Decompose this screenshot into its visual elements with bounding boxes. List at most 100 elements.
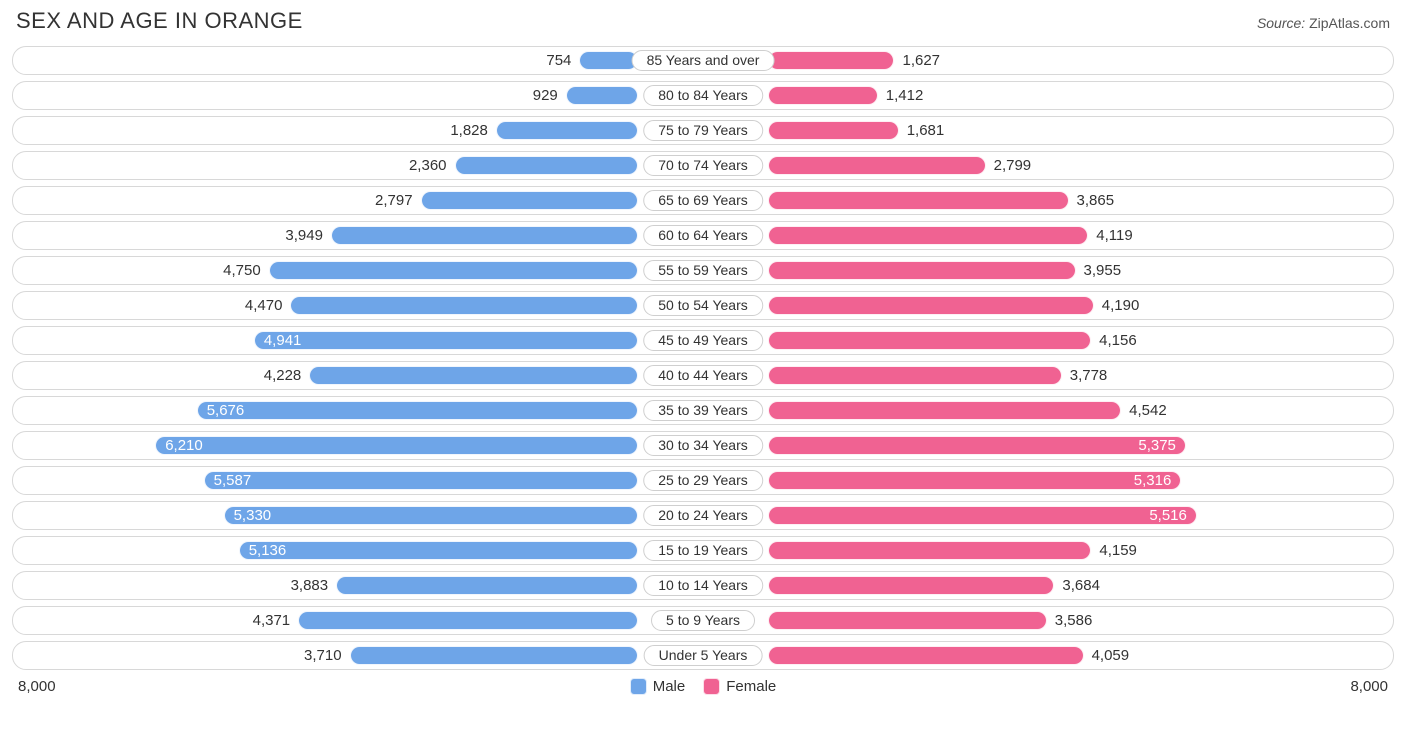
pyramid-row: 3,710 4,059 Under 5 Years [12,641,1394,670]
age-group-label: 10 to 14 Years [643,575,763,596]
female-bar [768,436,1186,455]
legend-swatch-male [630,678,647,695]
male-bar [579,51,638,70]
pyramid-row: 3,883 3,684 10 to 14 Years [12,571,1394,600]
male-value: 754 [546,47,571,74]
female-value: 4,119 [1096,222,1132,249]
female-bar [768,51,894,70]
male-bar [421,191,638,210]
pyramid-row: 2,797 3,865 65 to 69 Years [12,186,1394,215]
pyramid-row: 5,5875,31625 to 29 Years [12,466,1394,495]
female-value: 1,627 [902,47,940,74]
male-bar [239,541,638,560]
male-value: 5,587 [204,467,252,494]
axis-max-right: 8,000 [1350,678,1388,695]
pyramid-row: 5,3305,51620 to 24 Years [12,501,1394,530]
male-bar [566,86,638,105]
legend-label-female: Female [726,678,776,695]
male-bar [309,366,638,385]
age-group-label: 85 Years and over [632,50,775,71]
female-value: 4,159 [1099,537,1137,564]
pyramid-row: 5,6764,54235 to 39 Years [12,396,1394,425]
male-value: 3,949 [285,222,323,249]
female-value: 5,316 [1134,467,1182,494]
female-value: 4,190 [1102,292,1140,319]
pyramid-row: 6,210 5,375 30 to 34 Years [12,431,1394,460]
male-bar [331,226,638,245]
male-value: 4,750 [223,257,261,284]
female-bar [768,331,1091,350]
age-group-label: 55 to 59 Years [643,260,763,281]
age-group-label: 65 to 69 Years [643,190,763,211]
female-bar [768,366,1062,385]
pyramid-row: 3,949 4,119 60 to 64 Years [12,221,1394,250]
female-bar [768,121,899,140]
legend-swatch-female [703,678,720,695]
chart-header: SEX AND AGE IN ORANGE Source: ZipAtlas.c… [12,8,1394,40]
female-value: 5,375 [1138,432,1186,459]
male-bar [496,121,638,140]
pyramid-row: 9291,41280 to 84 Years [12,81,1394,110]
female-value: 3,955 [1084,257,1122,284]
male-value: 4,228 [264,362,302,389]
female-value: 3,778 [1070,362,1108,389]
male-value: 5,136 [239,537,287,564]
legend-label-male: Male [653,678,686,695]
female-value: 2,799 [994,152,1032,179]
age-group-label: 80 to 84 Years [643,85,763,106]
age-group-label: 45 to 49 Years [643,330,763,351]
female-value: 4,059 [1092,642,1130,669]
male-value: 4,371 [253,607,291,634]
age-group-label: 60 to 64 Years [643,225,763,246]
female-value: 4,156 [1099,327,1137,354]
source-value: ZipAtlas.com [1309,15,1390,31]
age-group-label: 75 to 79 Years [643,120,763,141]
legend-item-female: Female [703,678,776,695]
legend-item-male: Male [630,678,686,695]
male-value: 3,710 [304,642,342,669]
chart-source: Source: ZipAtlas.com [1257,15,1390,31]
male-bar [155,436,638,455]
age-group-label: Under 5 Years [644,645,763,666]
pyramid-row: 5,136 4,159 15 to 19 Years [12,536,1394,565]
male-bar [224,506,638,525]
female-value: 3,586 [1055,607,1093,634]
pyramid-row: 4,750 3,955 55 to 59 Years [12,256,1394,285]
male-bar [455,156,638,175]
chart-footer: 8,000 Male Female 8,000 [12,676,1394,695]
female-value: 1,681 [907,117,945,144]
male-value: 4,941 [254,327,302,354]
age-group-label: 50 to 54 Years [643,295,763,316]
male-value: 2,797 [375,187,413,214]
male-bar [269,261,638,280]
age-group-label: 70 to 74 Years [643,155,763,176]
population-pyramid-chart: 754 1,627 85 Years and over 9291,41280 to 8… [12,46,1394,670]
chart-legend: Male Female [630,678,777,695]
female-bar [768,296,1094,315]
female-bar [768,226,1088,245]
age-group-label: 15 to 19 Years [643,540,763,561]
female-value: 3,684 [1062,572,1100,599]
female-bar [768,471,1181,490]
male-value: 3,883 [291,572,329,599]
female-bar [768,506,1197,525]
pyramid-row: 754 1,627 85 Years and over [12,46,1394,75]
female-bar [768,86,878,105]
age-group-label: 35 to 39 Years [643,400,763,421]
male-value: 5,330 [224,502,272,529]
pyramid-row: 4,470 4,190 50 to 54 Years [12,291,1394,320]
male-bar [204,471,638,490]
male-value: 5,676 [197,397,245,424]
age-group-label: 30 to 34 Years [643,435,763,456]
pyramid-row: 4,2283,77840 to 44 Years [12,361,1394,390]
male-value: 929 [533,82,558,109]
pyramid-row: 1,8281,68175 to 79 Years [12,116,1394,145]
male-value: 4,470 [245,292,283,319]
pyramid-row: 2,3602,79970 to 74 Years [12,151,1394,180]
age-group-label: 20 to 24 Years [643,505,763,526]
female-value: 3,865 [1077,187,1115,214]
pyramid-row: 4,3713,5865 to 9 Years [12,606,1394,635]
male-value: 6,210 [155,432,203,459]
source-label: Source: [1257,15,1305,31]
female-bar [768,611,1047,630]
